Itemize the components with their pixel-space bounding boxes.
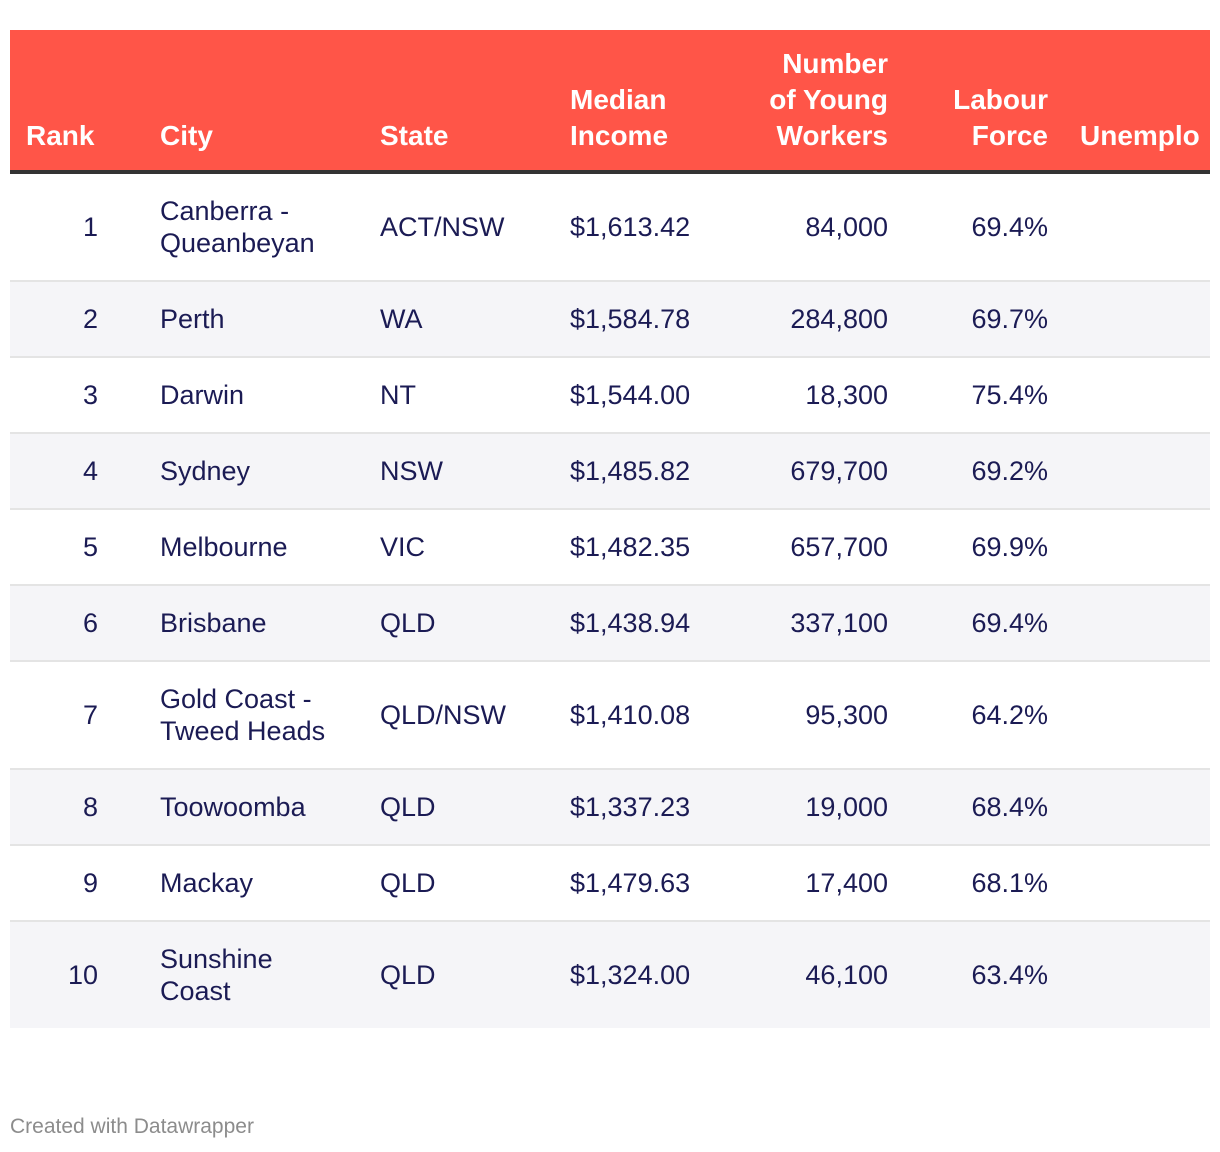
cell-unemployment bbox=[1064, 433, 1210, 510]
header-young-workers[interactable]: Number of Young Workers bbox=[734, 30, 904, 174]
cell-young-workers: 46,100 bbox=[734, 921, 904, 1028]
cell-rank: 6 bbox=[10, 585, 144, 662]
cell-young-workers: 95,300 bbox=[734, 661, 904, 770]
table-row: 2 Perth WA $1,584.78 284,800 69.7% bbox=[10, 281, 1210, 358]
cell-state: QLD bbox=[364, 845, 554, 922]
cell-median-income: $1,479.63 bbox=[554, 845, 734, 922]
cell-unemployment bbox=[1064, 281, 1210, 358]
cell-median-income: $1,324.00 bbox=[554, 921, 734, 1028]
table-row: 6 Brisbane QLD $1,438.94 337,100 69.4% bbox=[10, 585, 1210, 662]
table-row: 1 Canberra - Queanbeyan ACT/NSW $1,613.42 84… bbox=[10, 172, 1210, 282]
cell-young-workers: 84,000 bbox=[734, 172, 904, 282]
cell-city: Perth bbox=[144, 281, 364, 358]
cell-rank: 9 bbox=[10, 845, 144, 922]
cell-labour-force: 69.4% bbox=[904, 172, 1064, 282]
cell-unemployment bbox=[1064, 661, 1210, 770]
table-container: Rank City State Median Income Number of … bbox=[10, 30, 1210, 1028]
cell-labour-force: 75.4% bbox=[904, 357, 1064, 434]
cell-labour-force: 69.7% bbox=[904, 281, 1064, 358]
cell-rank: 4 bbox=[10, 433, 144, 510]
cell-median-income: $1,438.94 bbox=[554, 585, 734, 662]
cell-median-income: $1,584.78 bbox=[554, 281, 734, 358]
data-table: Rank City State Median Income Number of … bbox=[10, 30, 1210, 1028]
cell-state: QLD/NSW bbox=[364, 661, 554, 770]
cell-median-income: $1,485.82 bbox=[554, 433, 734, 510]
cell-state: QLD bbox=[364, 921, 554, 1028]
cell-state: NT bbox=[364, 357, 554, 434]
cell-city: Darwin bbox=[144, 357, 364, 434]
cell-labour-force: 63.4% bbox=[904, 921, 1064, 1028]
cell-state: WA bbox=[364, 281, 554, 358]
cell-rank: 1 bbox=[10, 172, 144, 282]
cell-median-income: $1,613.42 bbox=[554, 172, 734, 282]
cell-young-workers: 679,700 bbox=[734, 433, 904, 510]
table-row: 8 Toowoomba QLD $1,337.23 19,000 68.4% bbox=[10, 769, 1210, 846]
cell-young-workers: 19,000 bbox=[734, 769, 904, 846]
cell-unemployment bbox=[1064, 509, 1210, 586]
cell-city: Mackay bbox=[144, 845, 364, 922]
table-row: 4 Sydney NSW $1,485.82 679,700 69.2% bbox=[10, 433, 1210, 510]
table-body: 1 Canberra - Queanbeyan ACT/NSW $1,613.42 84… bbox=[10, 172, 1210, 1028]
cell-labour-force: 69.9% bbox=[904, 509, 1064, 586]
cell-city: Brisbane bbox=[144, 585, 364, 662]
cell-rank: 3 bbox=[10, 357, 144, 434]
cell-state: QLD bbox=[364, 769, 554, 846]
cell-young-workers: 657,700 bbox=[734, 509, 904, 586]
header-rank[interactable]: Rank bbox=[10, 30, 144, 174]
table-header: Rank City State Median Income Number of … bbox=[10, 30, 1210, 174]
cell-state: VIC bbox=[364, 509, 554, 586]
cell-city: Gold Coast - Tweed Heads bbox=[144, 661, 364, 770]
cell-median-income: $1,482.35 bbox=[554, 509, 734, 586]
cell-rank: 7 bbox=[10, 661, 144, 770]
cell-labour-force: 69.2% bbox=[904, 433, 1064, 510]
table-row: 5 Melbourne VIC $1,482.35 657,700 69.9% bbox=[10, 509, 1210, 586]
cell-unemployment bbox=[1064, 172, 1210, 282]
cell-city: Melbourne bbox=[144, 509, 364, 586]
cell-labour-force: 68.4% bbox=[904, 769, 1064, 846]
cell-state: ACT/NSW bbox=[364, 172, 554, 282]
cell-unemployment bbox=[1064, 769, 1210, 846]
cell-labour-force: 69.4% bbox=[904, 585, 1064, 662]
cell-state: NSW bbox=[364, 433, 554, 510]
cell-city: Sunshine Coast bbox=[144, 921, 364, 1028]
header-state[interactable]: State bbox=[364, 30, 554, 174]
cell-median-income: $1,410.08 bbox=[554, 661, 734, 770]
header-labour-force[interactable]: Labour Force bbox=[904, 30, 1064, 174]
header-median-income[interactable]: Median Income bbox=[554, 30, 734, 174]
table-row: 10 Sunshine Coast QLD $1,324.00 46,100 63.4% bbox=[10, 921, 1210, 1028]
cell-median-income: $1,337.23 bbox=[554, 769, 734, 846]
cell-state: QLD bbox=[364, 585, 554, 662]
cell-labour-force: 68.1% bbox=[904, 845, 1064, 922]
cell-city: Toowoomba bbox=[144, 769, 364, 846]
header-unemployment[interactable]: Unemplo bbox=[1064, 30, 1210, 174]
cell-rank: 10 bbox=[10, 921, 144, 1028]
cell-young-workers: 17,400 bbox=[734, 845, 904, 922]
cell-rank: 5 bbox=[10, 509, 144, 586]
cell-labour-force: 64.2% bbox=[904, 661, 1064, 770]
table-row: 3 Darwin NT $1,544.00 18,300 75.4% bbox=[10, 357, 1210, 434]
cell-median-income: $1,544.00 bbox=[554, 357, 734, 434]
cell-unemployment bbox=[1064, 585, 1210, 662]
cell-city: Canberra - Queanbeyan bbox=[144, 172, 364, 282]
cell-rank: 2 bbox=[10, 281, 144, 358]
cell-unemployment bbox=[1064, 357, 1210, 434]
cell-young-workers: 337,100 bbox=[734, 585, 904, 662]
header-city[interactable]: City bbox=[144, 30, 364, 174]
cell-unemployment bbox=[1064, 845, 1210, 922]
datawrapper-credit[interactable]: Created with Datawrapper bbox=[10, 1115, 254, 1138]
cell-unemployment bbox=[1064, 921, 1210, 1028]
cell-city: Sydney bbox=[144, 433, 364, 510]
cell-rank: 8 bbox=[10, 769, 144, 846]
cell-young-workers: 18,300 bbox=[734, 357, 904, 434]
cell-young-workers: 284,800 bbox=[734, 281, 904, 358]
table-row: 7 Gold Coast - Tweed Heads QLD/NSW $1,410.0… bbox=[10, 661, 1210, 770]
table-row: 9 Mackay QLD $1,479.63 17,400 68.1% bbox=[10, 845, 1210, 922]
header-row: Rank City State Median Income Number of … bbox=[10, 30, 1210, 174]
